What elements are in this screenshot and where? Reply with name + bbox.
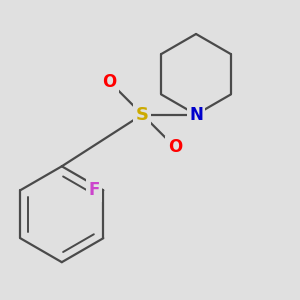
Text: N: N: [189, 106, 203, 124]
Text: F: F: [88, 181, 99, 199]
Text: O: O: [103, 73, 117, 91]
Text: S: S: [136, 106, 149, 124]
Text: O: O: [168, 138, 182, 156]
